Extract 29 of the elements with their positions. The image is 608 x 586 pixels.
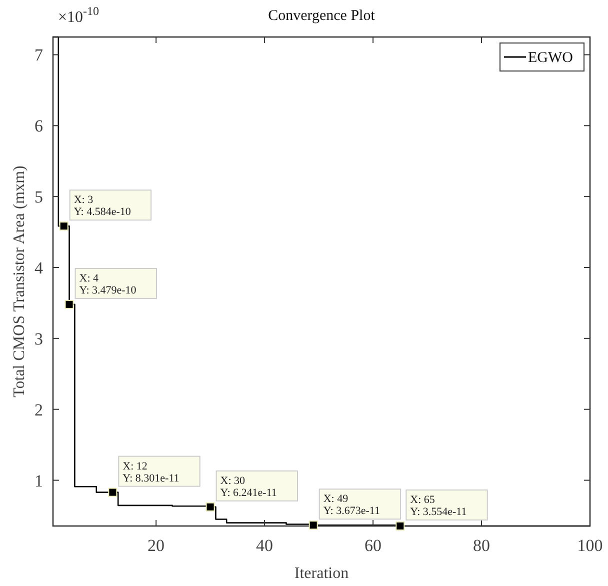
x-tick-label: 100 [577, 536, 603, 555]
annotation: X: 49 Y: 3.673e-11 [323, 493, 380, 518]
x-tick-label: 40 [256, 536, 274, 555]
y-tick-label: 7 [34, 46, 44, 65]
y-tick-label: 2 [34, 400, 43, 420]
y-tick-label: 4 [34, 258, 44, 278]
x-tick-label: 60 [364, 536, 382, 555]
annotation: X: 30 Y: 6.241e-11 [220, 474, 277, 499]
legend-label: EGWO [528, 50, 574, 66]
x-tick-label: 20 [148, 536, 165, 555]
point [59, 222, 68, 231]
y-axis-title: Total CMOS Transistor Area (mxm) [11, 166, 28, 398]
annotation: X: 12 Y: 8.301e-11 [122, 460, 180, 484]
y-tick-label: 5 [34, 188, 43, 207]
chart-title: Convergence Plot [268, 8, 376, 24]
text: ×10$^{-10}$ [58, 4, 100, 26]
point [108, 488, 118, 497]
point [396, 521, 405, 530]
x-tick-label: 80 [473, 536, 490, 555]
y-tick-label: 1 [34, 471, 43, 490]
point [64, 300, 74, 309]
annotation: X: 4 Y: 3.479e-10 [79, 272, 137, 296]
point [206, 502, 215, 512]
point [308, 520, 318, 530]
x-axis-title: Iteration [294, 565, 349, 582]
y-tick-label: 6 [34, 116, 43, 136]
y-tick-label: 3 [34, 329, 43, 348]
annotation: X: 65 Y: 3.554e-11 [410, 494, 467, 518]
annotation: X: 3 Y: 4.584e-10 [74, 194, 132, 218]
